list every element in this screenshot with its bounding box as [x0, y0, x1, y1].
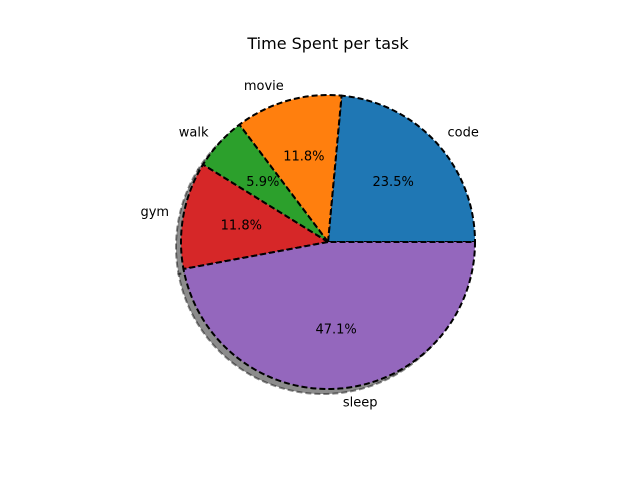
slice-label-gym: gym [140, 205, 169, 220]
pie-slice-sleep [184, 242, 476, 389]
slice-percent-walk: 5.9% [246, 175, 279, 190]
slice-label-walk: walk [179, 126, 209, 141]
slice-percent-code: 23.5% [373, 175, 414, 190]
pie-slice-code [328, 96, 475, 242]
slice-percent-gym: 11.8% [221, 218, 262, 233]
slice-label-code: code [448, 126, 479, 141]
slice-percent-sleep: 47.1% [315, 322, 356, 337]
slice-label-sleep: sleep [343, 396, 378, 411]
slice-percent-movie: 11.8% [283, 150, 324, 165]
pie-slice-layer [181, 95, 475, 389]
slice-label-movie: movie [244, 79, 284, 94]
chart-title: Time Spent per task [246, 34, 409, 53]
